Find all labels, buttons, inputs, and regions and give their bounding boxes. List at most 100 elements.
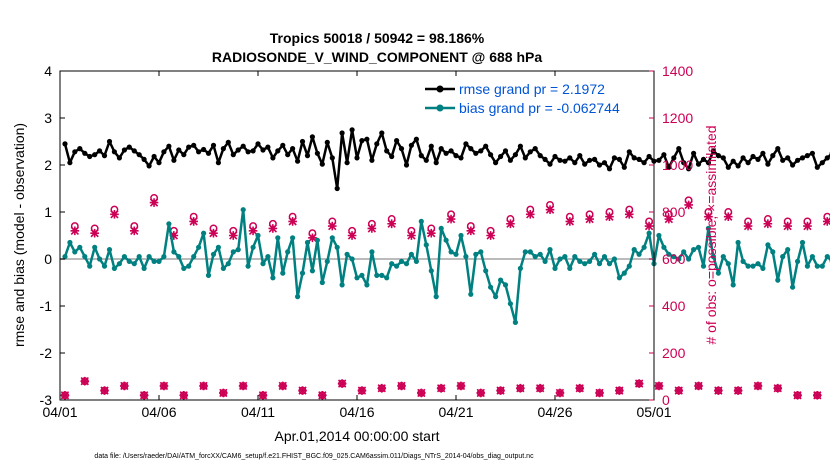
data-file-footnote: data file: /Users/raeder/DAI/ATM_forcXX/… [94, 453, 534, 460]
obs-assimilated-point [456, 381, 466, 391]
legend-rmse-marker [436, 85, 444, 93]
rmse-point [488, 152, 494, 158]
obs-assimilated-point [189, 217, 198, 226]
rmse-point [408, 142, 414, 148]
obs-assimilated-point [179, 390, 189, 400]
rmse-point [101, 153, 108, 159]
obs-assimilated-point [308, 233, 317, 243]
obs-assimilated-point [753, 381, 763, 391]
bias-point [661, 244, 667, 250]
obs-assimilated-point [773, 383, 783, 393]
rmse-point [270, 155, 276, 161]
left-y-tick-label: 3 [44, 110, 52, 126]
bias-point [760, 265, 766, 271]
bias-point [458, 232, 464, 239]
right-y-tick-label: 200 [662, 345, 686, 361]
obs-assimilated-point [535, 383, 545, 393]
bias-point [121, 254, 127, 260]
bias-point [349, 256, 355, 262]
obs-assimilated-point [575, 383, 585, 393]
bias-point [606, 261, 613, 267]
rmse-point [770, 153, 776, 159]
rmse-point [582, 161, 588, 167]
bias-point [156, 258, 162, 264]
obs-assimilated-point [248, 226, 258, 236]
rmse-point [438, 146, 444, 152]
obs-assimilated-point [139, 390, 149, 400]
rmse-point [359, 138, 365, 144]
obs-assimilated-point [605, 212, 614, 222]
obs-assimilated-point [763, 219, 773, 229]
rmse-point [116, 155, 122, 161]
rmse-series [62, 127, 830, 192]
obs-assimilated-point [803, 221, 812, 231]
bias-point [270, 275, 276, 281]
rmse-point [403, 162, 410, 168]
bias-point [196, 244, 202, 250]
bias-point [587, 258, 593, 264]
bias-point [512, 319, 519, 325]
rmse-point [285, 152, 291, 158]
legend-rmse-label: rmse grand pr = 2.1972 [459, 81, 605, 97]
rmse-point [790, 162, 796, 168]
rmse-point [181, 152, 187, 158]
rmse-point [715, 153, 722, 159]
rmse-point [97, 148, 103, 154]
rmse-point [700, 156, 707, 162]
bias-point [141, 265, 147, 271]
rmse-point [775, 146, 781, 152]
bias-point [527, 249, 533, 255]
bias-point [136, 254, 142, 260]
rmse-point [621, 164, 627, 170]
rmse-point [324, 139, 330, 145]
rmse-point [750, 153, 756, 160]
obs-assimilated-point [723, 212, 733, 222]
x-tick-label: 04/21 [438, 404, 473, 420]
rmse-point [760, 150, 766, 156]
obs-assimilated-point [793, 390, 802, 400]
rmse-point [314, 150, 320, 156]
bias-point [186, 263, 192, 269]
bias-point [621, 270, 627, 276]
rmse-point [681, 160, 687, 166]
bias-point [309, 268, 315, 274]
rmse-point [146, 163, 152, 169]
bias-point [775, 277, 781, 283]
bias-point [151, 258, 157, 264]
bias-point [725, 261, 731, 267]
bias-point [715, 270, 722, 276]
right-y-tick-label: 0 [662, 392, 670, 408]
bias-point [72, 249, 78, 255]
bias-point [171, 249, 177, 255]
bias-point [329, 235, 335, 241]
rmse-point [567, 155, 573, 161]
bias-point [611, 256, 618, 262]
bias-point [785, 247, 791, 253]
bias-point [176, 254, 182, 260]
right-y-tick-label: 1000 [662, 157, 693, 173]
bias-point [438, 225, 444, 231]
rmse-point [379, 130, 385, 136]
obs-assimilated-point [704, 212, 713, 222]
bias-point [295, 294, 301, 300]
bias-point [394, 263, 400, 269]
rmse-point [502, 148, 509, 154]
right-y-tick-label: 400 [662, 298, 686, 314]
bias-point [795, 258, 801, 264]
rmse-point [725, 164, 731, 170]
obs-assimilated-point [169, 231, 179, 240]
rmse-point [616, 156, 623, 162]
rmse-point [705, 160, 712, 166]
obs-assimilated-point [268, 224, 278, 233]
obs-assimilated-point [585, 214, 594, 224]
bias-point [126, 258, 132, 264]
bias-point [235, 247, 241, 253]
rmse-point [156, 160, 162, 166]
left-y-tick-label: -1 [40, 298, 53, 314]
bias-point [210, 251, 217, 257]
rmse-point [626, 149, 632, 155]
rmse-point [710, 148, 717, 154]
rmse-point [824, 155, 830, 161]
rmse-point [765, 161, 771, 167]
legend-bias-label: bias grand pr = -0.062744 [459, 100, 620, 116]
